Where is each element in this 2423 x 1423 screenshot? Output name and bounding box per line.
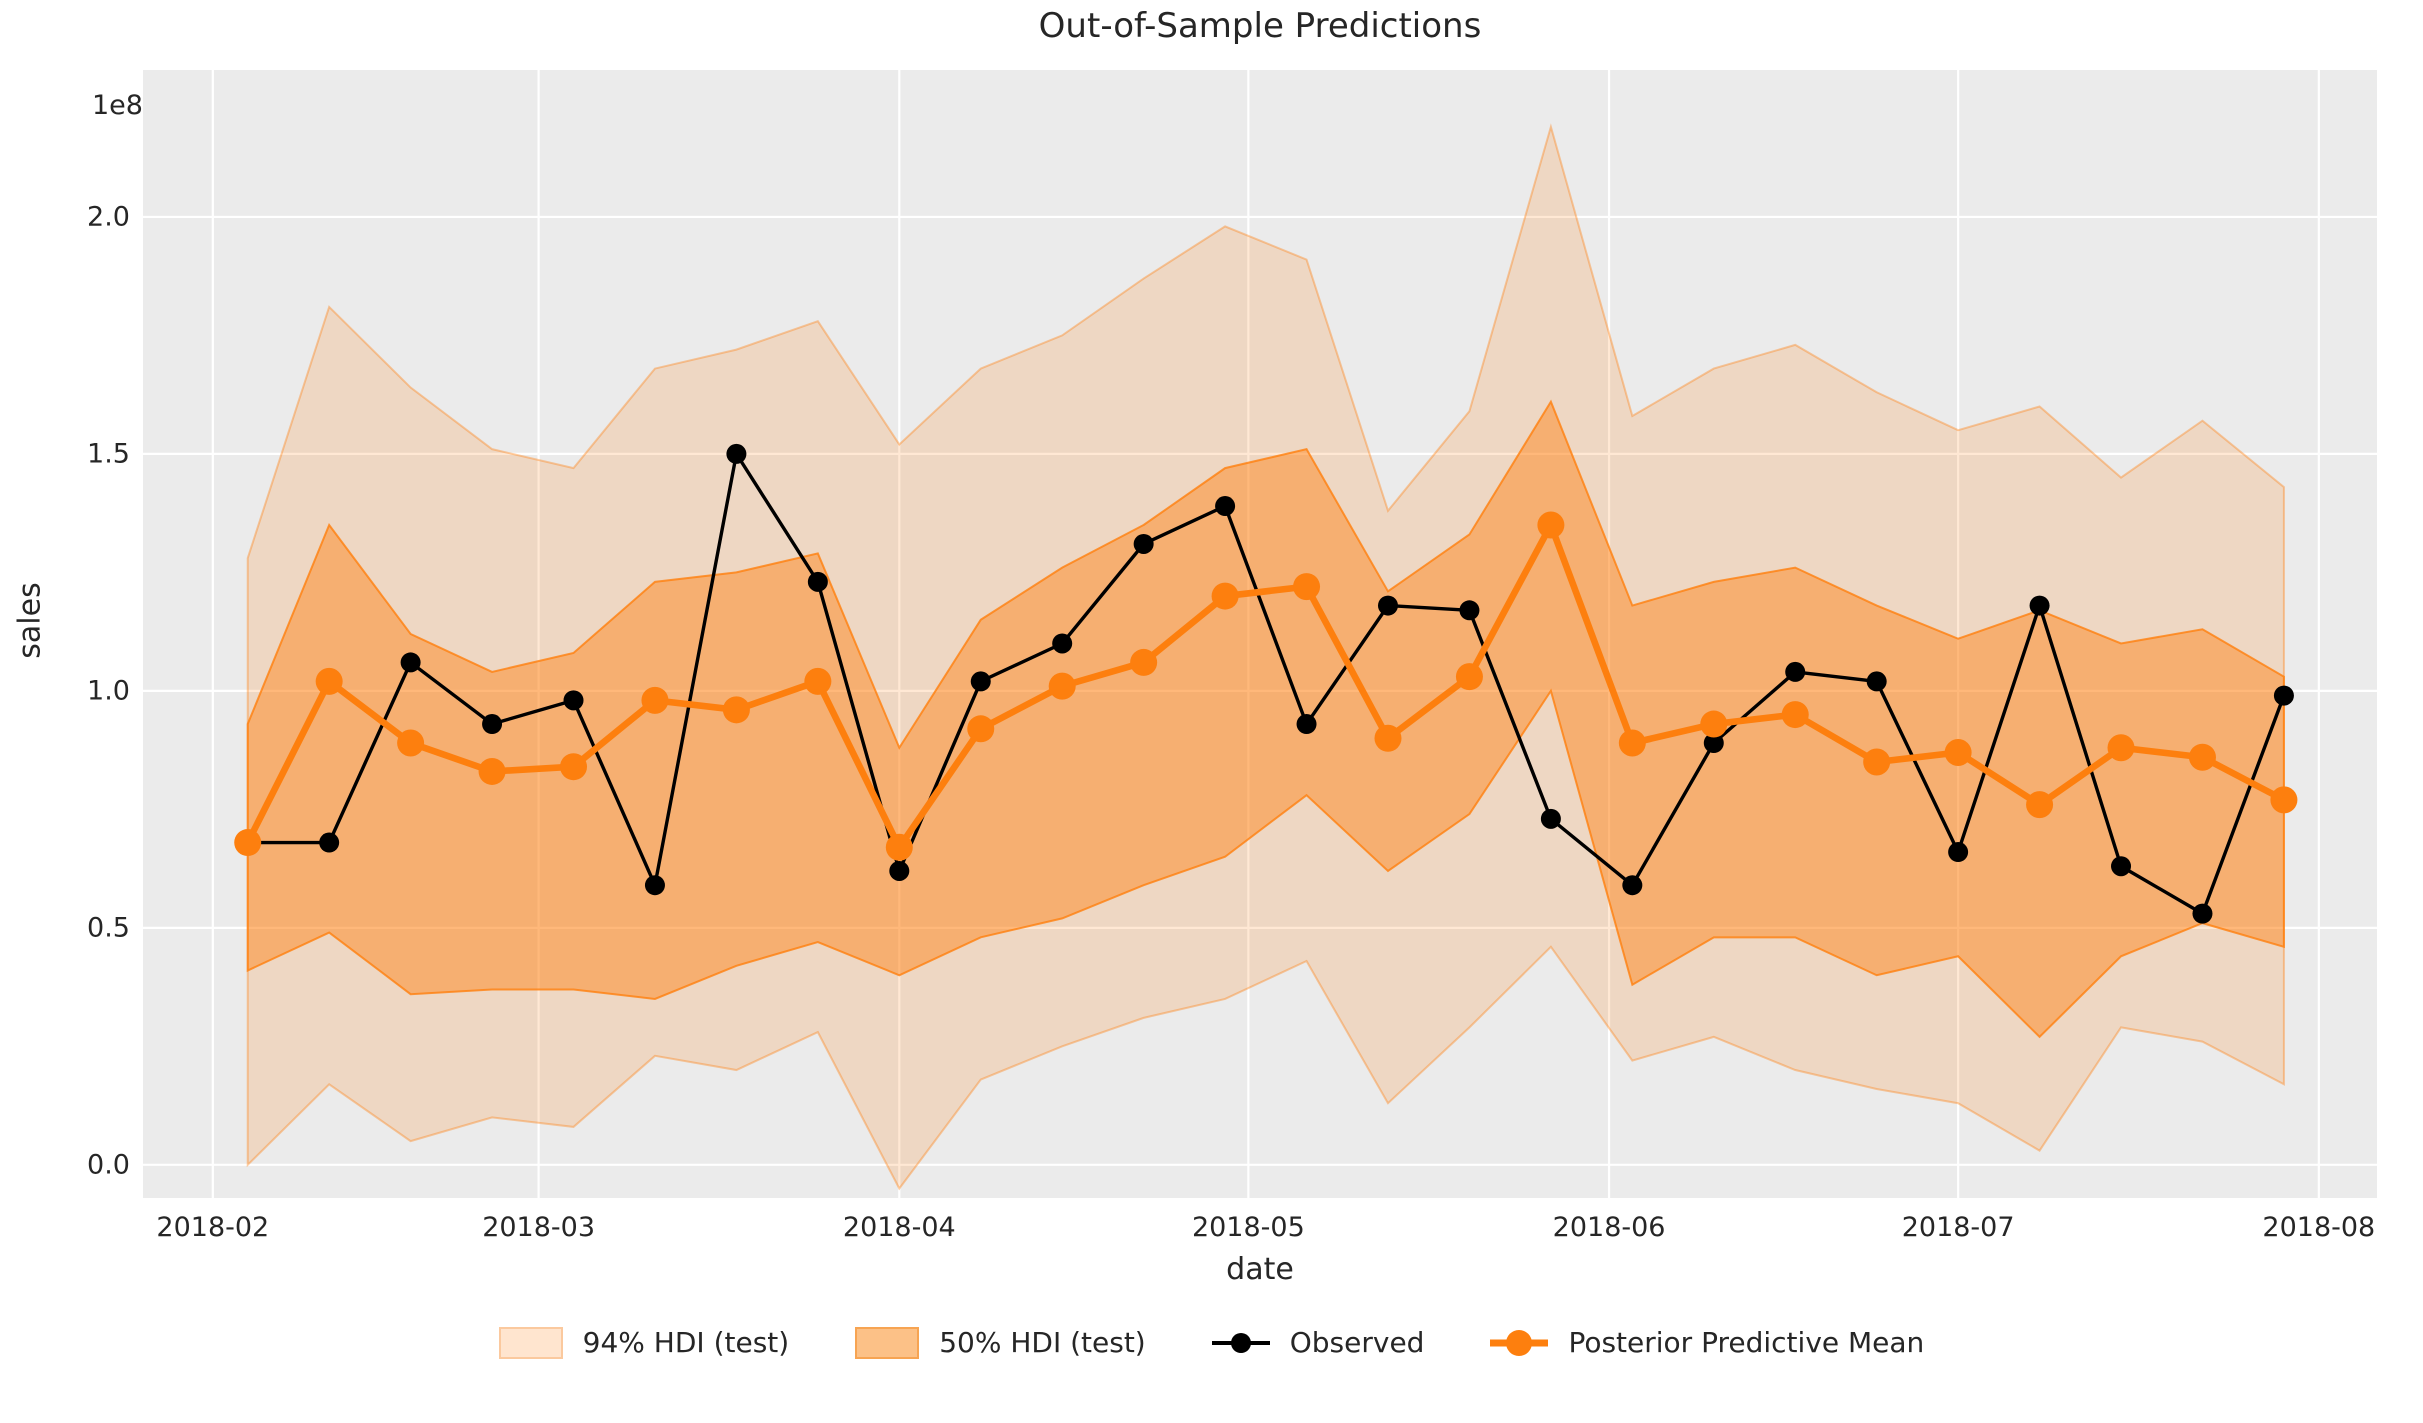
posterior-mean-line-marker (2270, 786, 2298, 814)
posterior-mean-line-marker (1293, 573, 1321, 601)
x-axis-label: date (1226, 1252, 1294, 1287)
posterior-mean-line-marker (1944, 738, 1972, 766)
legend-item-94-hdi: 94% HDI (test) (498, 1326, 790, 1359)
posterior-mean-line-marker (1211, 582, 1239, 610)
y-tick-label: 0.5 (87, 912, 130, 944)
posterior-mean-line-marker (967, 715, 995, 743)
observed-line-marker (563, 690, 584, 711)
observed-line-marker (1459, 600, 1480, 621)
posterior-mean-line-icon (1490, 1327, 1549, 1359)
y-axis-offset-label: 1e8 (92, 90, 143, 121)
legend: 94% HDI (test) 50% HDI (test) Observed P… (0, 1326, 2423, 1359)
observed-line-marker (1948, 842, 1969, 863)
posterior-mean-line-marker (804, 667, 832, 695)
observed-line-marker (482, 714, 503, 735)
50-hdi-swatch-icon (855, 1326, 920, 1359)
posterior-mean-line-marker (1455, 663, 1483, 691)
posterior-mean-line-marker (641, 686, 669, 714)
posterior-mean-line-marker (2107, 734, 2135, 762)
posterior-mean-line-marker (1537, 511, 1565, 539)
observed-line-marker (1703, 733, 1724, 754)
y-tick-label: 1.0 (87, 675, 130, 707)
observed-line-marker (2273, 685, 2294, 706)
observed-line-marker (319, 832, 340, 853)
posterior-mean-line-marker (1781, 701, 1809, 729)
94-hdi-swatch-icon (498, 1326, 563, 1359)
posterior-mean-line-marker (1863, 748, 1891, 776)
posterior-mean-line-marker (397, 729, 425, 757)
observed-line-marker (1785, 661, 1806, 682)
y-tick-label: 2.0 (87, 201, 130, 233)
x-tick-label: 2018-06 (1552, 1212, 1666, 1243)
y-tick-label: 0.0 (87, 1149, 130, 1181)
legend-item-50-hdi: 50% HDI (test) (855, 1326, 1146, 1359)
posterior-mean-line (244, 521, 2286, 851)
chart-title: Out-of-Sample Predictions (1038, 6, 1482, 46)
posterior-mean-line-marker (885, 833, 913, 861)
legend-item-posterior-mean: Posterior Predictive Mean (1490, 1326, 1924, 1359)
band-94-hdi (246, 123, 2285, 1191)
x-tick-label: 2018-04 (842, 1212, 956, 1243)
observed-line-icon (1211, 1327, 1270, 1359)
observed-line (247, 452, 2286, 916)
posterior-mean-line-marker (1048, 672, 1076, 700)
observed-line-marker (2029, 595, 2050, 616)
observed-line-marker (1052, 633, 1073, 654)
legend-label-observed: Observed (1289, 1326, 1425, 1359)
x-tick-label: 2018-05 (1191, 1212, 1305, 1243)
x-tick-label: 2018-07 (1901, 1212, 2015, 1243)
observed-line-marker (807, 571, 828, 592)
observed-line-marker (1296, 714, 1317, 735)
posterior-mean-line-marker (478, 757, 506, 785)
x-tick-label: 2018-03 (482, 1212, 595, 1243)
y-tick-label: 1.5 (87, 438, 130, 470)
observed-line-marker (644, 875, 665, 896)
posterior-mean-line-marker (722, 696, 750, 724)
observed-line-marker (970, 671, 991, 692)
observed-line-marker (889, 860, 910, 881)
observed-line-marker (1133, 533, 1154, 554)
x-tick-label: 2018-08 (2262, 1212, 2376, 1243)
posterior-mean-line-marker (2026, 791, 2054, 819)
observed-line-marker (400, 652, 421, 673)
observed-line-marker (2111, 856, 2132, 877)
observed-line-marker (1540, 808, 1561, 829)
legend-label-posterior-mean: Posterior Predictive Mean (1568, 1326, 1925, 1359)
legend-item-observed: Observed (1211, 1326, 1425, 1359)
observed-line-marker (1215, 496, 1236, 517)
x-tick-label: 2018-02 (156, 1212, 270, 1243)
observed-line-marker (726, 443, 747, 464)
posterior-mean-line-marker (315, 667, 343, 695)
observed-line-marker (2192, 903, 2213, 924)
legend-label-94-hdi: 94% HDI (test) (582, 1326, 790, 1359)
posterior-mean-line-marker (2188, 743, 2216, 771)
plot-area (143, 70, 2377, 1198)
posterior-mean-line-marker (560, 753, 588, 781)
posterior-mean-line-marker (1374, 724, 1402, 752)
posterior-mean-line-marker (1700, 710, 1728, 738)
posterior-mean-line-marker (1130, 648, 1158, 676)
posterior-mean-line-marker (234, 829, 262, 857)
posterior-mean-line-marker (1618, 729, 1646, 757)
observed-line-marker (1622, 875, 1643, 896)
observed-line-marker (1866, 671, 1887, 692)
legend-label-50-hdi: 50% HDI (test) (939, 1326, 1146, 1359)
band-50-hdi (246, 399, 2285, 1039)
observed-line-marker (1377, 595, 1398, 616)
